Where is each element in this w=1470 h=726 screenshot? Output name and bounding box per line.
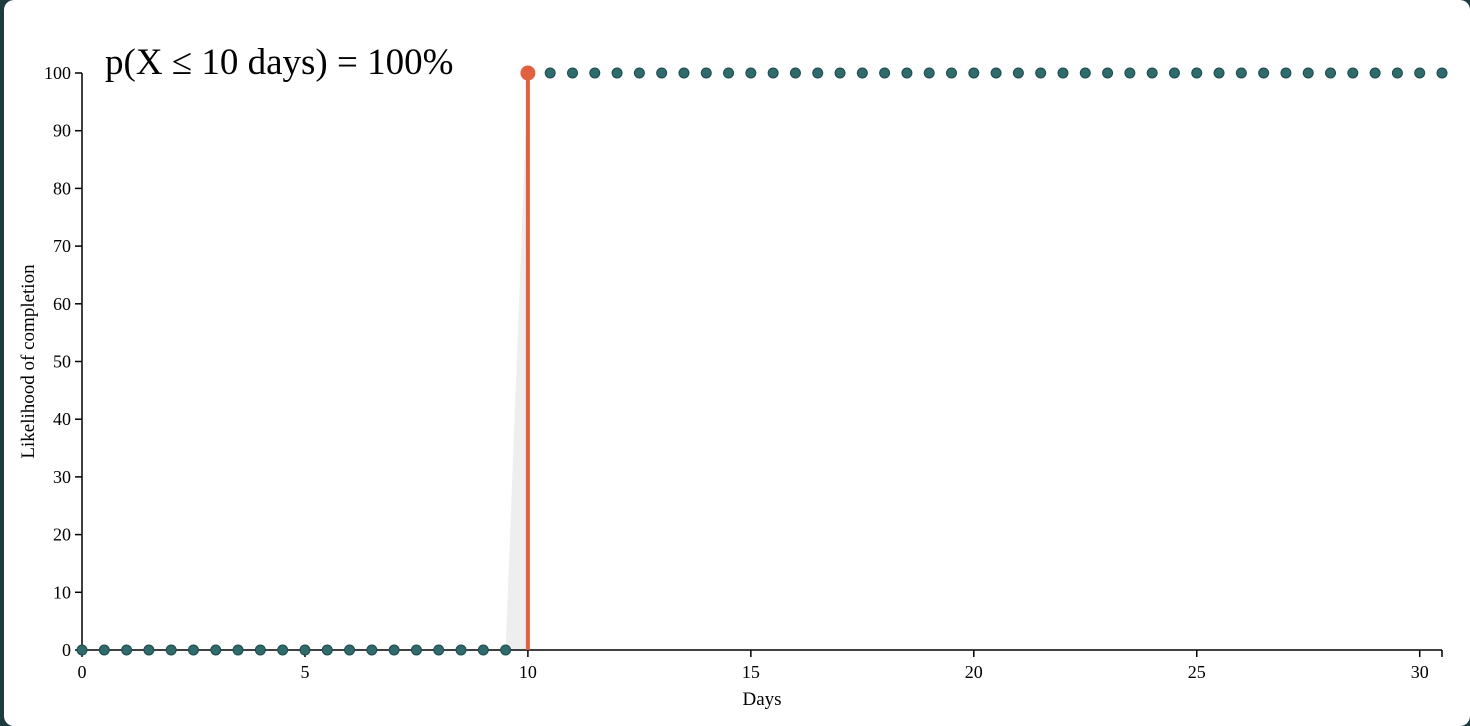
data-point[interactable] <box>277 644 289 656</box>
data-point[interactable] <box>1302 67 1314 79</box>
y-tick-label: 10 <box>53 582 71 602</box>
y-tick-label: 50 <box>53 352 71 372</box>
data-point[interactable] <box>633 67 645 79</box>
x-tick-label: 20 <box>965 662 983 682</box>
y-tick-label: 80 <box>53 178 71 198</box>
data-point[interactable] <box>1035 67 1047 79</box>
y-tick-label: 30 <box>53 467 71 487</box>
data-point[interactable] <box>143 644 155 656</box>
data-point[interactable] <box>232 644 244 656</box>
data-point[interactable] <box>500 644 512 656</box>
y-tick-label: 90 <box>53 121 71 141</box>
x-tick-label: 10 <box>519 662 537 682</box>
data-point[interactable] <box>611 67 623 79</box>
probability-shade-area <box>82 73 528 650</box>
data-point[interactable] <box>589 67 601 79</box>
data-point[interactable] <box>1325 67 1337 79</box>
x-tick-label: 30 <box>1411 662 1429 682</box>
data-point[interactable] <box>767 67 779 79</box>
data-point[interactable] <box>544 67 556 79</box>
data-point[interactable] <box>254 644 266 656</box>
data-point[interactable] <box>1436 67 1448 79</box>
data-point[interactable] <box>1258 67 1270 79</box>
data-point[interactable] <box>901 67 913 79</box>
y-tick-label: 60 <box>53 294 71 314</box>
data-point[interactable] <box>1414 67 1426 79</box>
data-point[interactable] <box>789 67 801 79</box>
data-point[interactable] <box>1057 67 1069 79</box>
data-point[interactable] <box>923 67 935 79</box>
x-tick-label: 5 <box>300 662 309 682</box>
y-tick-label: 100 <box>44 63 71 83</box>
data-point[interactable] <box>1079 67 1091 79</box>
x-axis-label: Days <box>742 689 781 710</box>
x-tick-label: 15 <box>742 662 760 682</box>
data-point[interactable] <box>834 67 846 79</box>
data-point[interactable] <box>678 67 690 79</box>
data-point[interactable] <box>299 644 311 656</box>
data-point[interactable] <box>1012 67 1024 79</box>
y-axis: 0 10 20 30 40 50 60 70 80 90 100 <box>44 63 83 660</box>
data-point[interactable] <box>700 67 712 79</box>
data-point[interactable] <box>121 644 133 656</box>
selected-day-point[interactable] <box>520 65 536 81</box>
data-point[interactable] <box>98 644 110 656</box>
data-point[interactable] <box>946 67 958 79</box>
data-point[interactable] <box>433 644 445 656</box>
y-axis-label: Likelihood of completion <box>18 264 39 459</box>
data-point[interactable] <box>477 644 489 656</box>
data-point[interactable] <box>656 67 668 79</box>
data-point[interactable] <box>1347 67 1359 79</box>
chart-card: 0 10 20 30 40 50 60 70 80 90 100 0 5 10 15 20 25 30 p(X … <box>4 0 1470 726</box>
y-tick-label: 70 <box>53 236 71 256</box>
data-points <box>76 67 1448 656</box>
x-tick-label: 0 <box>78 662 87 682</box>
data-point[interactable] <box>187 644 199 656</box>
data-point[interactable] <box>1235 67 1247 79</box>
data-point[interactable] <box>1369 67 1381 79</box>
data-point[interactable] <box>1102 67 1114 79</box>
y-tick-label: 20 <box>53 525 71 545</box>
data-point[interactable] <box>455 644 467 656</box>
data-point[interactable] <box>76 644 88 656</box>
data-point[interactable] <box>856 67 868 79</box>
data-point[interactable] <box>388 644 400 656</box>
data-point[interactable] <box>1191 67 1203 79</box>
data-point[interactable] <box>990 67 1002 79</box>
data-point[interactable] <box>723 67 735 79</box>
data-point[interactable] <box>1124 67 1136 79</box>
completion-likelihood-chart: 0 10 20 30 40 50 60 70 80 90 100 0 5 10 15 20 25 30 p(X … <box>18 42 1448 710</box>
data-point[interactable] <box>812 67 824 79</box>
probability-headline: p(X ≤ 10 days) = 100% <box>105 42 453 83</box>
y-tick-label: 0 <box>62 640 71 660</box>
data-point[interactable] <box>344 644 356 656</box>
data-point[interactable] <box>745 67 757 79</box>
y-tick-label: 40 <box>53 409 71 429</box>
data-point[interactable] <box>321 644 333 656</box>
data-point[interactable] <box>1146 67 1158 79</box>
data-point[interactable] <box>1280 67 1292 79</box>
data-point[interactable] <box>1391 67 1403 79</box>
data-point[interactable] <box>1168 67 1180 79</box>
data-point[interactable] <box>1213 67 1225 79</box>
x-tick-label: 25 <box>1188 662 1206 682</box>
data-point[interactable] <box>566 67 578 79</box>
data-point[interactable] <box>410 644 422 656</box>
data-point[interactable] <box>968 67 980 79</box>
data-point[interactable] <box>165 644 177 656</box>
data-point[interactable] <box>210 644 222 656</box>
data-point[interactable] <box>879 67 891 79</box>
data-point[interactable] <box>366 644 378 656</box>
